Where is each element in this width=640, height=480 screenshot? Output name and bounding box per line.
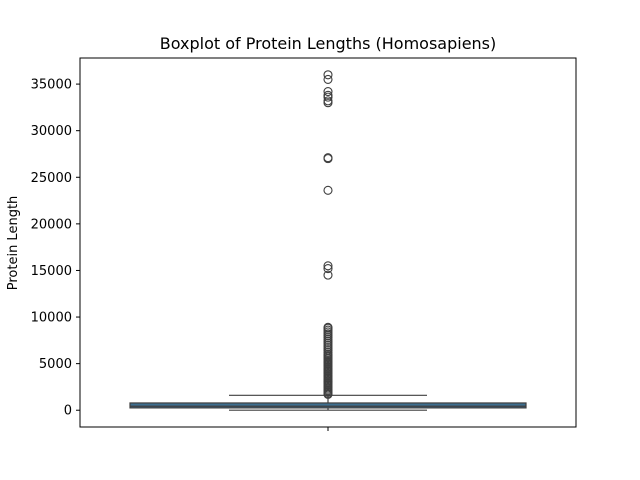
outlier-point	[323, 322, 333, 332]
outlier-point	[323, 70, 333, 80]
y-tick-label: 30000	[31, 124, 72, 139]
outlier-point	[323, 185, 333, 195]
y-tick-label: 5000	[39, 357, 72, 372]
y-tick-label: 20000	[31, 217, 72, 232]
y-tick-label: 0	[64, 404, 72, 419]
outlier-point	[323, 153, 333, 163]
chart-title: Boxplot of Protein Lengths (Homosapiens)	[160, 34, 497, 53]
outlier-point	[323, 261, 333, 271]
outlier-point	[323, 270, 333, 280]
y-axis-label: Protein Length	[6, 196, 21, 291]
outlier-point	[323, 90, 333, 100]
outlier-point	[323, 86, 333, 97]
y-tick-label: 10000	[31, 311, 72, 326]
outlier-point	[323, 264, 333, 274]
outlier-point	[323, 74, 333, 84]
plot-area	[129, 70, 527, 411]
y-tick-label: 25000	[31, 171, 72, 186]
y-tick-label: 15000	[31, 264, 72, 279]
y-tick-label: 35000	[31, 78, 72, 93]
outlier-point	[323, 96, 333, 106]
iqr-box	[129, 402, 527, 409]
